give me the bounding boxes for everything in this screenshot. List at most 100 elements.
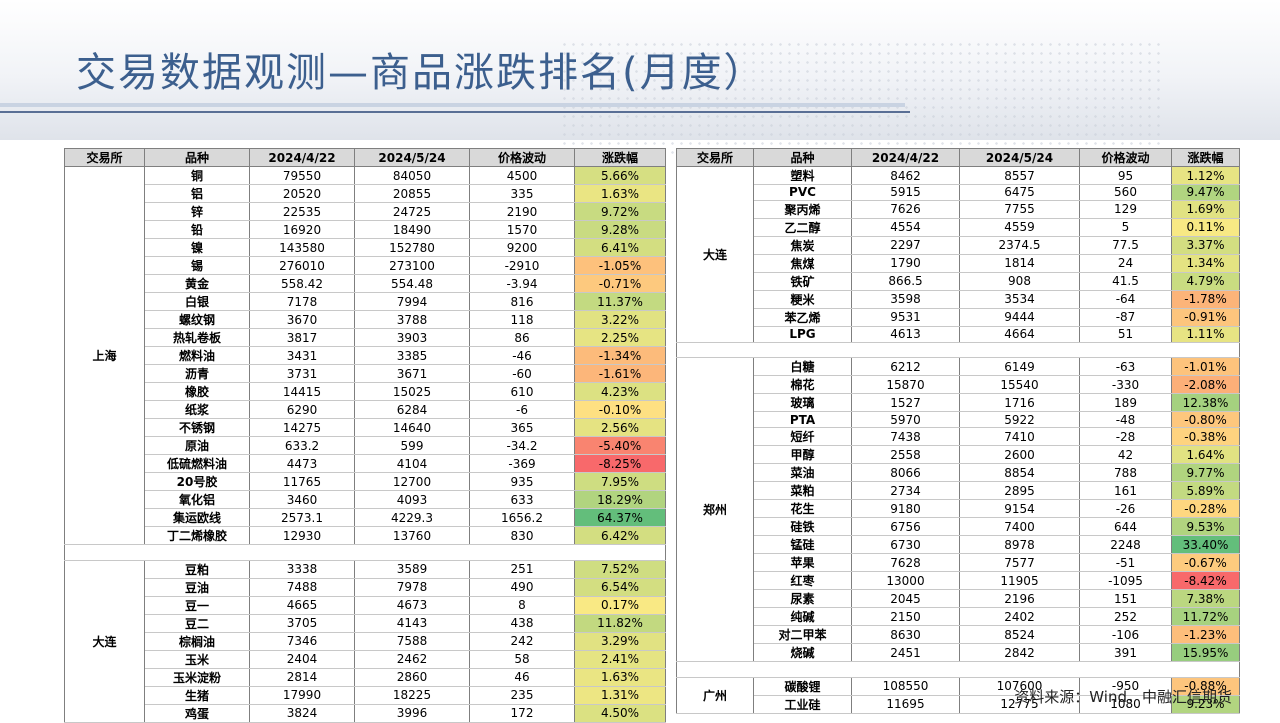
- column-header: 价格波动: [1079, 148, 1172, 167]
- table-row: 沥青 3731 3671 -60 -1.61%: [65, 364, 666, 383]
- commodity-cell: PVC: [753, 184, 852, 201]
- change-pct-cell: 11.72%: [1171, 607, 1240, 627]
- commodity-cell: 对二甲苯: [753, 625, 852, 645]
- change-pct-cell: -2.08%: [1171, 375, 1240, 395]
- table-row: 棕榈油 7346 7588 242 3.29%: [65, 631, 666, 651]
- page-title: 交易数据观测—商品涨跌排名(月度）: [76, 50, 766, 96]
- price-change-cell: 1570: [469, 220, 575, 239]
- commodity-cell: 豆粕: [144, 559, 250, 579]
- change-pct-cell: -0.10%: [574, 400, 666, 419]
- header-rule-dark: [0, 111, 910, 113]
- commodity-cell: 低硫燃料油: [144, 454, 250, 473]
- commodity-cell: 碳酸锂: [753, 676, 852, 696]
- table-row: 鸡蛋 3824 3996 172 4.50%: [65, 703, 666, 723]
- price-change-cell: 4500: [469, 166, 575, 185]
- price-end-cell: 3589: [354, 559, 470, 579]
- change-pct-cell: 1.63%: [574, 184, 666, 203]
- commodity-cell: 氧化铝: [144, 490, 250, 509]
- commodity-cell: 镍: [144, 238, 250, 257]
- price-end-cell: 9444: [959, 307, 1080, 327]
- price-start-cell: 276010: [249, 256, 355, 275]
- commodity-cell: 聚丙烯: [753, 199, 852, 219]
- price-start-cell: 143580: [249, 238, 355, 257]
- price-end-cell: 6284: [354, 400, 470, 419]
- change-pct-cell: 64.37%: [574, 508, 666, 527]
- price-change-cell: 490: [469, 577, 575, 597]
- table-row: 烧碱 2451 2842 391 15.95%: [677, 643, 1240, 663]
- change-pct-cell: 1.31%: [574, 685, 666, 705]
- price-start-cell: 15870: [851, 375, 960, 395]
- price-end-cell: 2600: [959, 445, 1080, 465]
- change-pct-cell: 11.82%: [574, 613, 666, 633]
- commodity-cell: 玉米淀粉: [144, 667, 250, 687]
- exchange-cell: 大连: [64, 559, 145, 723]
- price-end-cell: 4143: [354, 613, 470, 633]
- change-pct-cell: 9.77%: [1171, 463, 1240, 483]
- change-pct-cell: -0.67%: [1171, 553, 1240, 573]
- table-row: 红枣 13000 11905 -1095 -8.42%: [677, 571, 1240, 591]
- commodity-cell: 菜油: [753, 463, 852, 483]
- price-end-cell: 18490: [354, 220, 470, 239]
- price-start-cell: 3670: [249, 310, 355, 329]
- price-end-cell: 7994: [354, 292, 470, 311]
- price-end-cell: 84050: [354, 166, 470, 185]
- commodity-cell: 焦炭: [753, 235, 852, 255]
- price-start-cell: 3598: [851, 289, 960, 309]
- price-change-cell: 560: [1079, 184, 1172, 201]
- price-change-cell: 365: [469, 418, 575, 437]
- change-pct-cell: -0.71%: [574, 274, 666, 293]
- commodity-cell: 苯乙烯: [753, 307, 852, 327]
- table-row: 上海铜 79550 84050 4500 5.66%: [64, 166, 666, 545]
- price-change-cell: 189: [1079, 393, 1172, 413]
- commodity-cell: 苹果: [753, 553, 852, 573]
- price-start-cell: 2045: [851, 589, 960, 609]
- commodity-cell: PTA: [753, 411, 852, 429]
- change-pct-cell: 4.50%: [574, 703, 666, 723]
- price-end-cell: 9154: [959, 499, 1080, 519]
- left-ranking-table: 交易所 品种 2024/4/22 2024/5/24 价格波动 涨跌幅 上海铜 79550 8…: [64, 148, 666, 723]
- price-change-cell: 816: [469, 292, 575, 311]
- price-start-cell: 16920: [249, 220, 355, 239]
- price-change-cell: 1080: [1079, 694, 1172, 714]
- price-change-cell: 95: [1079, 166, 1172, 185]
- price-start-cell: 14415: [249, 382, 355, 401]
- price-change-cell: 5: [1079, 217, 1172, 237]
- commodity-cell: 粳米: [753, 289, 852, 309]
- change-pct-cell: 3.22%: [574, 310, 666, 329]
- table-row: 玻璃 1527 1716 189 12.38%: [677, 393, 1240, 413]
- price-change-cell: -1095: [1079, 571, 1172, 591]
- column-header: 品种: [753, 148, 852, 167]
- price-start-cell: 13000: [851, 571, 960, 591]
- source-note: 资料来源：Wind，中融汇信期货: [1014, 688, 1232, 706]
- price-end-cell: 6149: [959, 357, 1080, 377]
- table-row: 纸浆 6290 6284 -6 -0.10%: [65, 400, 666, 419]
- change-pct-cell: 6.41%: [574, 238, 666, 257]
- price-end-cell: 12700: [354, 472, 470, 491]
- change-pct-cell: 5.66%: [574, 166, 666, 185]
- commodity-cell: 尿素: [753, 589, 852, 609]
- price-start-cell: 3338: [249, 559, 355, 579]
- exchange-cell: 广州: [676, 676, 754, 714]
- change-pct-cell: 3.37%: [1171, 235, 1240, 255]
- price-change-cell: 335: [469, 184, 575, 203]
- exchange-cell: 郑州: [676, 357, 754, 663]
- price-start-cell: 12930: [249, 526, 355, 545]
- change-pct-cell: 4.79%: [1171, 271, 1240, 291]
- table-row: 燃料油 3431 3385 -46 -1.34%: [65, 346, 666, 365]
- price-start-cell: 4613: [851, 325, 960, 343]
- price-change-cell: 58: [469, 649, 575, 669]
- group-separator: [676, 341, 1240, 359]
- change-pct-cell: 9.47%: [1171, 184, 1240, 201]
- price-end-cell: 8557: [959, 166, 1080, 185]
- commodity-cell: 豆油: [144, 577, 250, 597]
- commodity-cell: 铜: [144, 166, 250, 185]
- change-pct-cell: 12.38%: [1171, 393, 1240, 413]
- change-pct-cell: 7.95%: [574, 472, 666, 491]
- price-end-cell: 4093: [354, 490, 470, 509]
- right-ranking-table: 交易所 品种 2024/4/22 2024/5/24 价格波动 涨跌幅 大连 塑料 8462 8…: [676, 148, 1240, 714]
- commodity-cell: 铁矿: [753, 271, 852, 291]
- price-end-cell: 554.48: [354, 274, 470, 293]
- left-table-header: 交易所 品种 2024/4/22 2024/5/24 价格波动 涨跌幅: [64, 148, 666, 167]
- change-pct-cell: 9.23%: [1171, 694, 1240, 714]
- commodity-cell: 沥青: [144, 364, 250, 383]
